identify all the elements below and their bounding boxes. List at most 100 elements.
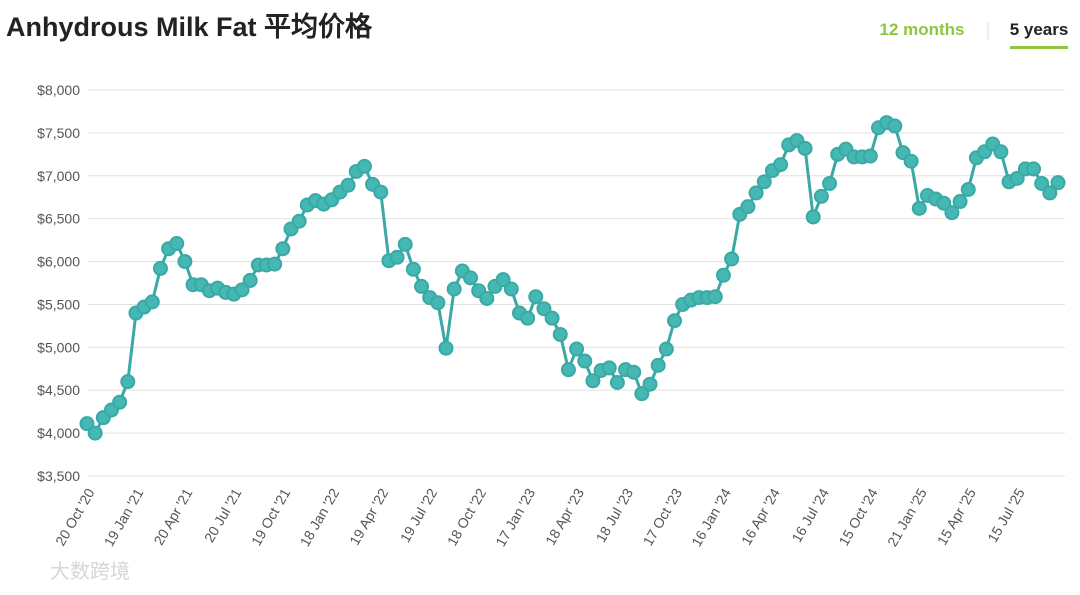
- chart-title: Anhydrous Milk Fat 平均价格: [6, 12, 373, 42]
- point: [242, 272, 258, 288]
- y-tick-label: $4,000: [37, 425, 80, 441]
- y-tick-label: $7,500: [37, 125, 80, 141]
- x-tick-label: 20 Oct '20: [52, 485, 98, 548]
- tab-active[interactable]: 5 years: [1010, 20, 1069, 39]
- watermark: 大数跨境: [50, 560, 130, 583]
- point: [740, 199, 756, 215]
- point: [87, 425, 103, 441]
- x-tick-label: 18 Apr '23: [542, 485, 587, 547]
- x-tick-label: 19 Apr '22: [346, 485, 391, 547]
- x-tick-label: 21 Jan '25: [884, 485, 930, 549]
- point: [952, 194, 968, 210]
- point: [144, 294, 160, 310]
- point: [911, 200, 927, 216]
- point: [1009, 170, 1025, 186]
- point: [666, 313, 682, 329]
- line: [85, 120, 1060, 436]
- point: [805, 209, 821, 225]
- point: [748, 185, 764, 201]
- point: [634, 386, 650, 402]
- point: [120, 374, 136, 390]
- x-tick-label: 15 Jul '25: [984, 485, 1028, 545]
- y-tick-label: $5,000: [37, 339, 80, 355]
- x-tick-label: 18 Jul '23: [593, 485, 637, 545]
- point: [993, 144, 1009, 160]
- point: [1026, 161, 1042, 177]
- x-tick-label: 19 Jul '22: [397, 485, 441, 545]
- point: [773, 157, 789, 173]
- x-tick-label: 15 Apr '25: [934, 485, 979, 547]
- point: [356, 158, 372, 174]
- y-tick-label: $6,000: [37, 254, 80, 270]
- point: [585, 373, 601, 389]
- x-tick-label: 19 Jan '21: [101, 485, 147, 549]
- point: [626, 364, 642, 380]
- point: [1034, 175, 1050, 191]
- point: [609, 375, 625, 391]
- point: [944, 205, 960, 221]
- tab[interactable]: 12 months: [879, 20, 964, 39]
- x-tick-label: 16 Jan '24: [688, 485, 734, 549]
- x-tick-label: 16 Apr '24: [738, 485, 783, 547]
- point: [658, 341, 674, 357]
- x-tick-label: 20 Jul '21: [201, 485, 245, 545]
- point: [569, 341, 585, 357]
- y-tick-label: $8,000: [37, 82, 80, 98]
- point: [536, 301, 552, 317]
- point: [528, 289, 544, 305]
- point: [389, 249, 405, 265]
- point: [862, 148, 878, 164]
- point: [479, 290, 495, 306]
- point: [642, 376, 658, 392]
- point: [234, 282, 250, 298]
- point: [112, 394, 128, 410]
- point: [152, 260, 168, 276]
- point: [560, 362, 576, 378]
- x-tick-label: 17 Jan '23: [492, 485, 538, 549]
- point: [887, 118, 903, 134]
- point: [169, 236, 185, 252]
- point: [724, 251, 740, 267]
- x-tick-label: 18 Oct '22: [444, 485, 490, 548]
- point: [707, 289, 723, 305]
- point: [544, 310, 560, 326]
- point: [601, 360, 617, 376]
- y-tick-label: $7,000: [37, 168, 80, 184]
- point: [397, 236, 413, 252]
- point: [577, 353, 593, 369]
- tab-underline: [1010, 46, 1068, 49]
- y-tick-label: $6,500: [37, 211, 80, 227]
- x-tick-label: 19 Oct '21: [248, 485, 294, 548]
- x-tick-label: 17 Oct '23: [640, 485, 686, 548]
- point: [438, 340, 454, 356]
- point: [797, 140, 813, 156]
- x-tick-label: 15 Oct '24: [835, 485, 881, 548]
- point: [552, 326, 568, 342]
- point: [463, 270, 479, 286]
- x-tick-label: 18 Jan '22: [296, 485, 342, 549]
- point: [503, 281, 519, 297]
- point: [373, 184, 389, 200]
- point: [405, 261, 421, 277]
- point: [446, 281, 462, 297]
- point: [813, 188, 829, 204]
- point: [495, 272, 511, 288]
- point: [275, 241, 291, 257]
- point: [267, 256, 283, 272]
- point: [715, 267, 731, 283]
- point: [1050, 175, 1066, 191]
- point: [650, 357, 666, 373]
- point: [936, 195, 952, 211]
- point: [291, 213, 307, 229]
- y-tick-label: $4,500: [37, 382, 80, 398]
- x-tick-label: 20 Apr '21: [150, 485, 195, 547]
- point: [340, 177, 356, 193]
- point: [430, 295, 446, 311]
- point: [79, 416, 95, 432]
- point: [903, 153, 919, 169]
- point: [960, 182, 976, 198]
- point: [177, 254, 193, 270]
- point: [414, 278, 430, 294]
- y-tick-label: $3,500: [37, 468, 80, 484]
